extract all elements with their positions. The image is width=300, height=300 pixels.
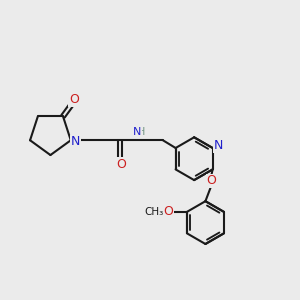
Text: N: N xyxy=(214,139,223,152)
Text: O: O xyxy=(163,206,173,218)
Text: O: O xyxy=(116,158,126,170)
Text: O: O xyxy=(69,94,79,106)
Text: CH₃: CH₃ xyxy=(145,208,164,218)
Text: N: N xyxy=(70,135,80,148)
Text: H: H xyxy=(137,127,146,137)
Text: N: N xyxy=(133,127,141,137)
Text: O: O xyxy=(206,174,216,187)
